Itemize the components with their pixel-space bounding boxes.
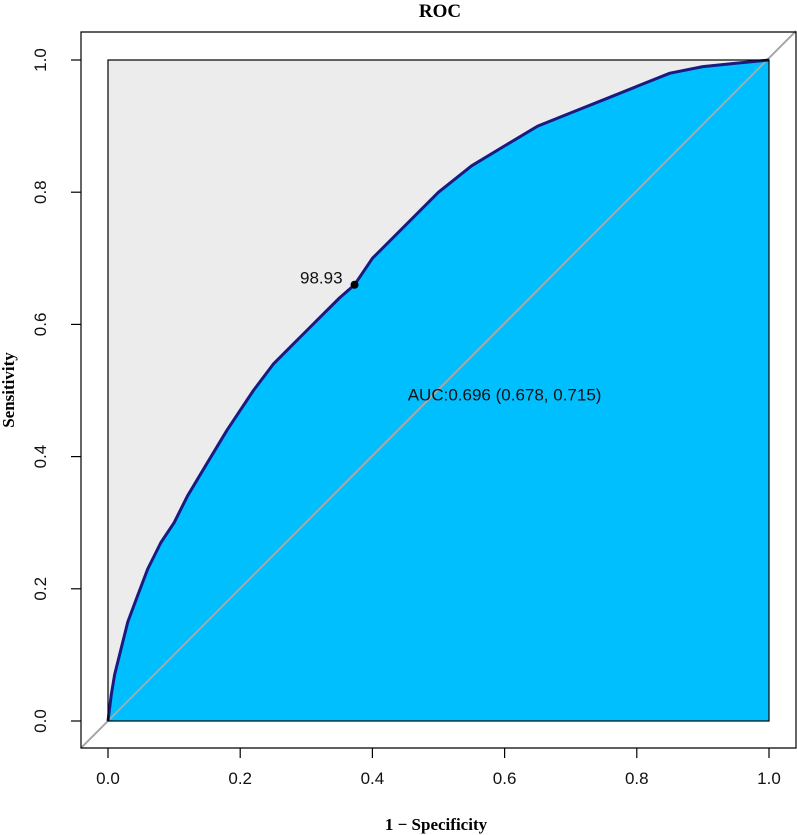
roc-curve	[106, 58, 770, 722]
chart-title: ROC	[419, 1, 461, 22]
x-tick-label: 0.2	[228, 769, 252, 788]
plot-border	[107, 59, 770, 722]
x-tick-label: 0.4	[361, 769, 385, 788]
y-tick-label: 0.8	[31, 180, 50, 204]
axis-frame	[80, 31, 797, 749]
y-tick-label: 1.0	[31, 48, 50, 72]
y-tick-label: 0.4	[31, 445, 50, 469]
auc-label: AUC:0.696 (0.678, 0.715)	[408, 385, 602, 404]
plot-area: 98.93 AUC:0.696 (0.678, 0.715)	[80, 30, 797, 749]
x-axis: 0.0 0.2 0.4 0.6 0.8 1.0	[96, 748, 781, 788]
threshold-point	[350, 280, 359, 289]
y-tick-label: 0.2	[31, 577, 50, 601]
x-tick-label: 1.0	[757, 769, 781, 788]
y-tick-label: 0.6	[31, 313, 50, 337]
x-tick-label: 0.6	[493, 769, 517, 788]
y-tick-label: 0.0	[31, 709, 50, 733]
threshold-label: 98.93	[300, 269, 343, 288]
y-axis: 0.0 0.2 0.4 0.6 0.8 1.0	[31, 48, 81, 733]
x-tick-label: 0.8	[625, 769, 649, 788]
x-axis-title: 1 − Specificity	[385, 815, 488, 834]
y-axis-title: Sensitivity	[0, 352, 18, 428]
diagonal-reference-line	[80, 30, 797, 749]
x-tick-label: 0.0	[96, 769, 120, 788]
